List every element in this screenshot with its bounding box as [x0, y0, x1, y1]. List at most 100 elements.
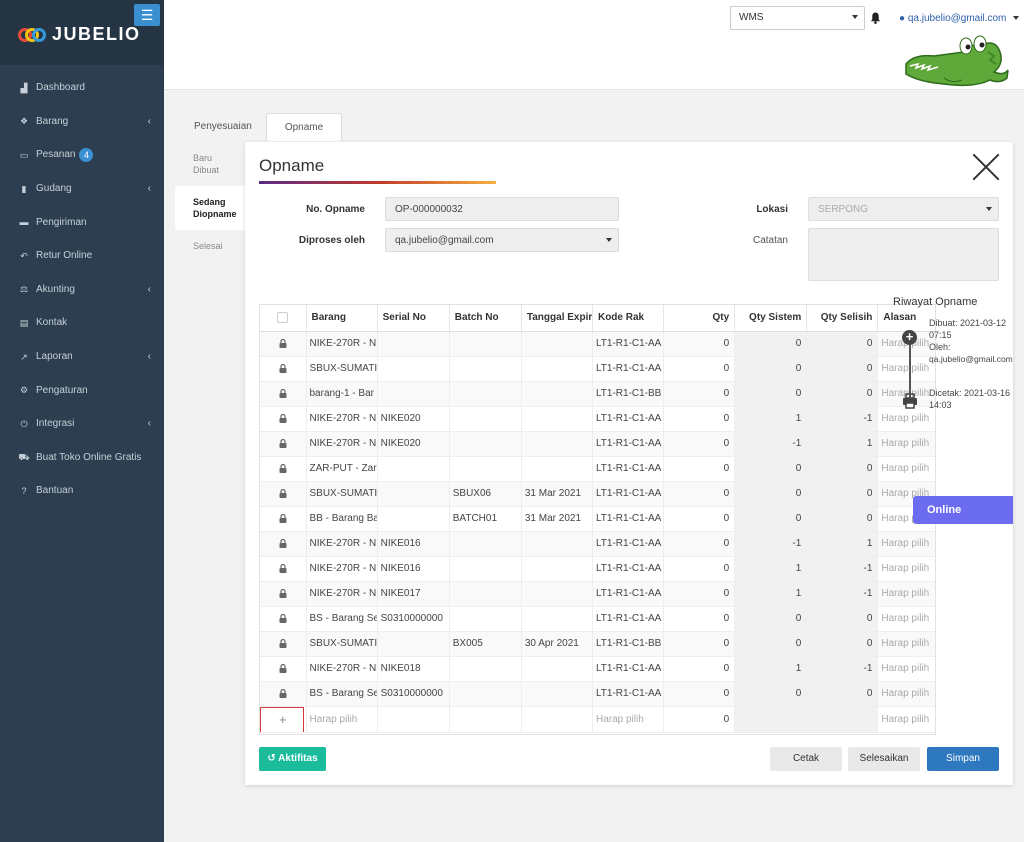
table-row[interactable]: NIKE-270R - N NIKE018 LT1-R1-C1-AA 0 1 -1 Hara…: [260, 656, 935, 682]
cell-alasan[interactable]: Harap pilih: [877, 631, 935, 657]
select-all-header[interactable]: [260, 305, 307, 332]
cell-qty[interactable]: 0: [663, 356, 736, 382]
cell-kode-rak[interactable]: LT1-R1-C1-AA: [592, 406, 665, 432]
cell-tanggal-expired[interactable]: [521, 556, 593, 582]
cell-qty[interactable]: 0: [663, 431, 736, 457]
table-row[interactable]: BS - Barang Se S0310000000 LT1-R1-C1-AA 0 0 0…: [260, 606, 935, 632]
cell-kode-rak[interactable]: LT1-R1-C1-AA: [592, 681, 665, 707]
user-menu[interactable]: ● qa.jubelio@gmail.com: [899, 13, 1020, 24]
cell-alasan[interactable]: Harap pilih: [877, 406, 935, 432]
cell-kode-rak[interactable]: LT1-R1-C1-AA: [592, 456, 665, 482]
cell-alasan[interactable]: Harap pilih: [877, 581, 935, 607]
cell-serial-no[interactable]: NIKE016: [377, 556, 450, 582]
cell-qty[interactable]: 0: [663, 681, 736, 707]
table-row[interactable]: SBUX-SUMATI BX005 30 Apr 2021 LT1-R1-C1-BB 0…: [260, 631, 935, 657]
new-row-serial[interactable]: [377, 706, 450, 733]
table-row[interactable]: NIKE-270R - N NIKE020 LT1-R1-C1-AA 0 1 -1 Hara…: [260, 406, 935, 432]
sidebar-item-laporan[interactable]: ↗ Laporan ‹: [0, 340, 164, 374]
subtab-selesai[interactable]: Selesai: [193, 241, 223, 251]
cell-batch-no[interactable]: [449, 406, 522, 432]
selesaikan-button[interactable]: Selesaikan: [848, 747, 920, 771]
cell-barang[interactable]: ZAR-PUT - Zar: [306, 456, 378, 482]
cell-qty[interactable]: 0: [663, 456, 736, 482]
cell-barang[interactable]: NIKE-270R - N: [306, 331, 378, 357]
cell-alasan[interactable]: Harap pilih: [877, 606, 935, 632]
cell-qty[interactable]: 0: [663, 506, 736, 532]
subtab-baru-dibuat[interactable]: Baru Dibuat: [193, 153, 220, 175]
cell-serial-no[interactable]: NIKE017: [377, 581, 450, 607]
table-row[interactable]: barang-1 - Bar LT1-R1-C1-BB 0 0 0 Harap pilih: [260, 381, 935, 407]
cell-barang[interactable]: SBUX-SUMATI: [306, 481, 378, 507]
cell-barang[interactable]: SBUX-SUMATI: [306, 631, 378, 657]
cell-alasan[interactable]: Harap pilih: [877, 506, 935, 532]
cell-batch-no[interactable]: [449, 656, 522, 682]
cell-tanggal-expired[interactable]: 30 Apr 2021: [521, 631, 593, 657]
cell-serial-no[interactable]: [377, 456, 450, 482]
cell-kode-rak[interactable]: LT1-R1-C1-AA: [592, 356, 665, 382]
cell-kode-rak[interactable]: LT1-R1-C1-AA: [592, 581, 665, 607]
sidebar-item-gudang[interactable]: ▮ Gudang ‹: [0, 172, 164, 206]
cell-qty[interactable]: 0: [663, 606, 736, 632]
sidebar-item-pengaturan[interactable]: ⚙ Pengaturan: [0, 373, 164, 407]
cell-kode-rak[interactable]: LT1-R1-C1-AA: [592, 506, 665, 532]
cetak-button[interactable]: Cetak: [770, 747, 842, 771]
table-row[interactable]: NIKE-270R - N NIKE017 LT1-R1-C1-AA 0 1 -1 Hara…: [260, 581, 935, 607]
aktifitas-button[interactable]: ↺ Aktifitas: [259, 747, 326, 771]
cell-barang[interactable]: BB - Barang Ba: [306, 506, 378, 532]
add-row-cell[interactable]: +: [260, 706, 307, 733]
cell-batch-no[interactable]: [449, 681, 522, 707]
cell-tanggal-expired[interactable]: [521, 606, 593, 632]
new-row-batch[interactable]: [449, 706, 522, 733]
cell-kode-rak[interactable]: LT1-R1-C1-AA: [592, 431, 665, 457]
sidebar-item-retur-online[interactable]: ↶ Retur Online: [0, 239, 164, 273]
cell-qty[interactable]: 0: [663, 656, 736, 682]
select-all-checkbox[interactable]: [277, 312, 289, 324]
sidebar-item-buat-toko-online-gratis[interactable]: ⛟ Buat Toko Online Gratis: [0, 441, 164, 475]
brand-logo[interactable]: JUBELIO: [18, 24, 141, 45]
tab-penyesuaian[interactable]: Penyesuaian: [194, 121, 252, 132]
table-row[interactable]: NIKE-270R - N LT1-R1-C1-AA 0 0 0 Harap pilih: [260, 331, 935, 357]
sidebar-item-barang[interactable]: ❖ Barang ‹: [0, 105, 164, 139]
tab-opname[interactable]: Opname: [265, 113, 343, 141]
cell-tanggal-expired[interactable]: [521, 456, 593, 482]
close-icon[interactable]: [971, 152, 1001, 182]
cell-serial-no[interactable]: NIKE018: [377, 656, 450, 682]
cell-serial-no[interactable]: S0310000000: [377, 606, 450, 632]
table-row[interactable]: ZAR-PUT - Zar LT1-R1-C1-AA 0 0 0 Harap pilih: [260, 456, 935, 482]
cell-serial-no[interactable]: S0310000000: [377, 681, 450, 707]
cell-batch-no[interactable]: [449, 581, 522, 607]
cell-barang[interactable]: SBUX-SUMATI: [306, 356, 378, 382]
new-row-qty[interactable]: 0: [663, 706, 736, 733]
cell-alasan[interactable]: Harap pilih: [877, 656, 935, 682]
cell-batch-no[interactable]: [449, 556, 522, 582]
sidebar-item-akunting[interactable]: ⚖ Akunting ‹: [0, 273, 164, 307]
cell-serial-no[interactable]: [377, 481, 450, 507]
table-row[interactable]: NIKE-270R - N NIKE016 LT1-R1-C1-AA 0 1 -1 Hara…: [260, 556, 935, 582]
no-opname-field[interactable]: OP-000000032: [385, 197, 619, 221]
cell-alasan[interactable]: Harap pilih: [877, 531, 935, 557]
sidebar-item-pesanan[interactable]: ▭ Pesanan 4: [0, 138, 164, 172]
lokasi-select[interactable]: SERPONG: [808, 197, 999, 221]
cell-tanggal-expired[interactable]: [521, 431, 593, 457]
cell-qty[interactable]: 0: [663, 481, 736, 507]
cell-qty[interactable]: 0: [663, 581, 736, 607]
cell-serial-no[interactable]: [377, 381, 450, 407]
cell-serial-no[interactable]: [377, 331, 450, 357]
cell-barang[interactable]: NIKE-270R - N: [306, 656, 378, 682]
bell-icon[interactable]: [870, 12, 881, 24]
cell-barang[interactable]: NIKE-270R - N: [306, 581, 378, 607]
cell-tanggal-expired[interactable]: [521, 356, 593, 382]
subtab-sedang-diopname[interactable]: Sedang Diopname: [175, 186, 245, 230]
cell-batch-no[interactable]: [449, 531, 522, 557]
catatan-textarea[interactable]: [808, 228, 999, 281]
cell-batch-no[interactable]: [449, 431, 522, 457]
cell-tanggal-expired[interactable]: 31 Mar 2021: [521, 506, 593, 532]
cell-tanggal-expired[interactable]: [521, 656, 593, 682]
cell-batch-no[interactable]: [449, 381, 522, 407]
cell-tanggal-expired[interactable]: [521, 581, 593, 607]
plus-icon[interactable]: +: [278, 711, 287, 727]
cell-alasan[interactable]: Harap pilih: [877, 431, 935, 457]
cell-kode-rak[interactable]: LT1-R1-C1-AA: [592, 556, 665, 582]
cell-serial-no[interactable]: NIKE020: [377, 431, 450, 457]
cell-alasan[interactable]: Harap pilih: [877, 556, 935, 582]
